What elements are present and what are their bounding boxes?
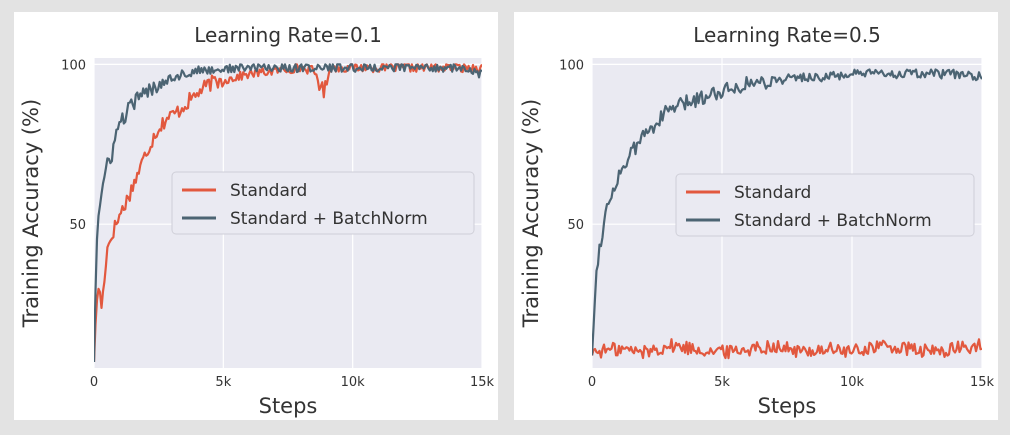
chart-panel-lr-0-5: Learning Rate=0.5 0 5k 10k 15k 50 100 Steps Trai… — [514, 12, 998, 420]
y-tick-label: 50 — [69, 218, 86, 233]
x-tick-label: 5k — [714, 375, 730, 390]
x-tick-label: 10k — [341, 375, 366, 390]
series-line-standard-batchnorm — [94, 63, 482, 363]
chart-title: Learning Rate=0.1 — [194, 23, 382, 47]
legend-label: Standard + BatchNorm — [734, 211, 932, 231]
x-tick-label: 0 — [90, 375, 98, 390]
chart-title: Learning Rate=0.5 — [693, 23, 881, 47]
legend-box — [171, 171, 475, 235]
x-tick-label: 10k — [840, 375, 865, 390]
y-tick-label: 100 — [559, 58, 584, 73]
legend-label: Standard — [230, 181, 307, 201]
series-line-standard-batchnorm — [592, 68, 982, 356]
chart-lr-0-5: Learning Rate=0.5 0 5k 10k 15k 50 100 Steps Trai… — [519, 23, 995, 418]
y-axis-label: Training Accuracy (%) — [519, 99, 543, 328]
series-line-standard — [592, 338, 982, 360]
legend-box — [675, 173, 975, 237]
x-tick-label: 15k — [970, 375, 995, 390]
y-tick-label: 50 — [567, 218, 584, 233]
y-axis-label: Training Accuracy (%) — [19, 99, 43, 328]
chart-lr-0-1: Learning Rate=0.1 0 5k 10k 15k 50 100 Steps Trai… — [19, 23, 495, 418]
y-tick-label: 100 — [61, 58, 86, 73]
x-tick-label: 0 — [588, 375, 596, 390]
x-tick-label: 15k — [470, 375, 495, 390]
legend-label: Standard + BatchNorm — [230, 209, 428, 229]
chart-panel-lr-0-1: Learning Rate=0.1 0 5k 10k 15k 50 100 Steps Trai… — [14, 12, 498, 420]
legend-label: Standard — [734, 183, 811, 203]
x-axis-label: Steps — [758, 394, 817, 418]
x-tick-label: 5k — [215, 375, 231, 390]
x-axis-label: Steps — [259, 394, 318, 418]
